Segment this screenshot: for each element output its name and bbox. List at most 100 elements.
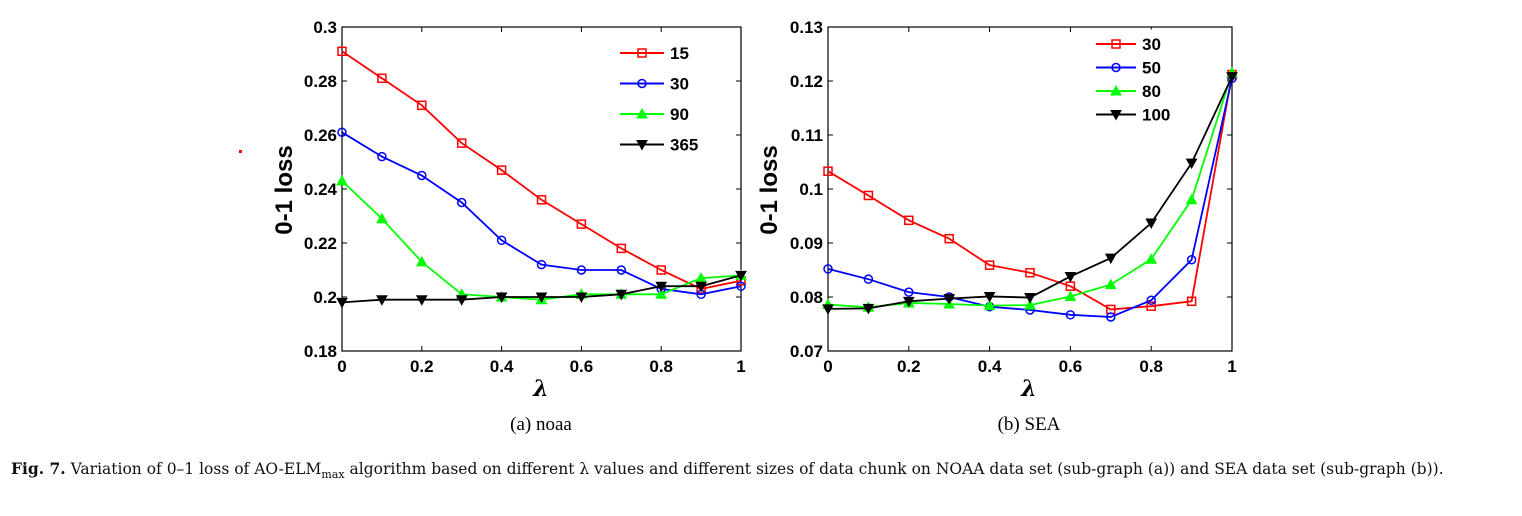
x-tick-label: 0 [823, 357, 832, 376]
chart-noaa: 0-1 loss λ (a) noaa 0.18 0.2 0.22 0.24 0.26 0… [271, 18, 747, 435]
data-point [863, 274, 874, 284]
legend-label: 15 [670, 44, 689, 63]
legend-item: 100 [1096, 106, 1170, 125]
series-line [827, 74, 1233, 311]
data-point [415, 295, 428, 306]
chart-a-xlabel: λ [532, 376, 548, 402]
figure-canvas: 0-1 loss λ (a) noaa 0.18 0.2 0.22 0.24 0.26 0… [239, 18, 1238, 435]
data-point [496, 165, 507, 175]
data-point [695, 281, 707, 293]
y-tick-label: 0.07 [790, 342, 823, 361]
data-point [656, 265, 666, 275]
x-tick-label: 1 [736, 357, 745, 376]
data-point [455, 295, 468, 306]
data-point [616, 243, 627, 254]
data-point [415, 255, 428, 267]
series-line [827, 78, 1233, 318]
x-tick-label: 0.8 [649, 357, 673, 376]
y-tick-label: 0.24 [304, 180, 338, 199]
legend: 30 50 80 100 [1087, 29, 1197, 127]
data-point [902, 296, 915, 308]
data-point [736, 281, 746, 291]
y-tick-label: 0.12 [790, 72, 823, 91]
y-tick-label: 0.18 [304, 342, 337, 361]
data-point [984, 260, 995, 270]
data-point [983, 291, 996, 303]
legend-label: 80 [1142, 82, 1161, 101]
data-point [1146, 295, 1156, 305]
x-tick-label: 0.2 [410, 357, 434, 376]
data-point [337, 127, 347, 138]
legend-marker [1110, 84, 1122, 96]
data-point [1106, 312, 1116, 322]
legend-marker [1111, 39, 1121, 49]
data-point [417, 100, 427, 111]
legend-item: 15 [620, 44, 689, 63]
data-point [496, 235, 507, 246]
data-point [1025, 267, 1035, 278]
x-tick-label: 0 [337, 357, 346, 376]
legend-label: 30 [670, 75, 689, 94]
data-point [904, 287, 914, 297]
legend-label: 365 [670, 136, 698, 155]
data-point [822, 304, 834, 315]
caption-text-2: algorithm based on different λ values an… [344, 460, 1444, 478]
data-point [576, 265, 587, 275]
legend-item: 50 [1096, 59, 1161, 78]
y-tick-label: 0.2 [313, 288, 337, 307]
series-line [341, 50, 742, 290]
legend-label: 50 [1142, 59, 1161, 78]
data-point [1024, 293, 1036, 304]
y-tick-label: 0.3 [313, 18, 337, 37]
x-tick-label: 0.6 [570, 357, 594, 376]
data-point [1104, 253, 1117, 265]
data-point [655, 281, 668, 293]
legend-box [1087, 29, 1197, 127]
legend: 15 30 90 365 [611, 38, 711, 164]
y-tick-label: 0.22 [304, 234, 337, 253]
legend-item: 365 [620, 136, 698, 155]
data-point [655, 288, 668, 299]
data-point [615, 289, 628, 301]
data-point [735, 270, 747, 282]
y-tick-label: 0.28 [304, 72, 337, 91]
legend-item: 30 [1096, 35, 1161, 54]
data-point [336, 174, 348, 186]
legend-marker [1111, 62, 1121, 73]
legend-item: 80 [1096, 82, 1161, 101]
legend-marker [1110, 110, 1122, 121]
data-point [1186, 296, 1197, 307]
data-point [536, 259, 547, 270]
data-point [1185, 158, 1198, 170]
data-point [944, 233, 954, 244]
chart-b-xlabel: λ [1020, 376, 1036, 402]
x-tick-label: 0.4 [490, 357, 514, 376]
series-365 [336, 270, 747, 309]
data-point [576, 219, 587, 229]
data-point [1145, 218, 1158, 230]
stray-dot [239, 150, 242, 153]
data-point [983, 299, 996, 311]
series-30 [337, 127, 746, 300]
y-tick-label: 0.13 [790, 18, 823, 37]
legend-box [611, 38, 711, 164]
data-point [535, 292, 548, 304]
data-point [863, 190, 874, 201]
y-tick-label: 0.1 [799, 180, 823, 199]
chart-a-ylabel: 0-1 loss [271, 145, 298, 234]
data-point [823, 264, 833, 274]
data-point [417, 170, 427, 181]
y-tick-label: 0.11 [791, 126, 823, 145]
x-tick-label: 0.4 [978, 357, 1002, 376]
data-point [1024, 299, 1036, 310]
data-point [1064, 290, 1077, 301]
data-point [823, 166, 833, 176]
series-100 [822, 72, 1238, 315]
y-tick-label: 0.26 [304, 126, 337, 145]
data-point [495, 292, 508, 304]
data-point [575, 292, 588, 304]
legend-label: 100 [1142, 106, 1170, 125]
legend-marker [637, 78, 647, 89]
data-point [377, 151, 387, 162]
legend-label: 30 [1142, 35, 1161, 54]
